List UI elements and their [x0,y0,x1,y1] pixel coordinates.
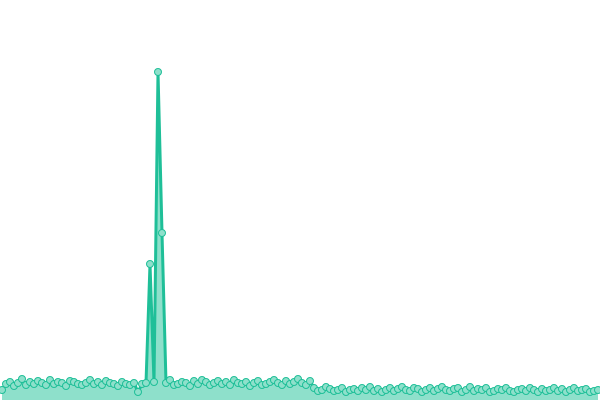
data-point [146,260,154,268]
data-point [158,229,166,237]
data-point [306,377,314,385]
data-point [18,375,26,383]
point-layer [0,68,600,396]
area-fill [2,72,598,400]
data-point [142,379,150,387]
series-line [0,70,599,394]
area-layer [2,72,598,400]
data-point [594,386,600,394]
data-point [134,388,142,396]
data-point [150,378,158,386]
line-layer [0,70,599,394]
data-point [130,379,138,387]
data-point [154,68,162,76]
data-point [0,386,6,394]
